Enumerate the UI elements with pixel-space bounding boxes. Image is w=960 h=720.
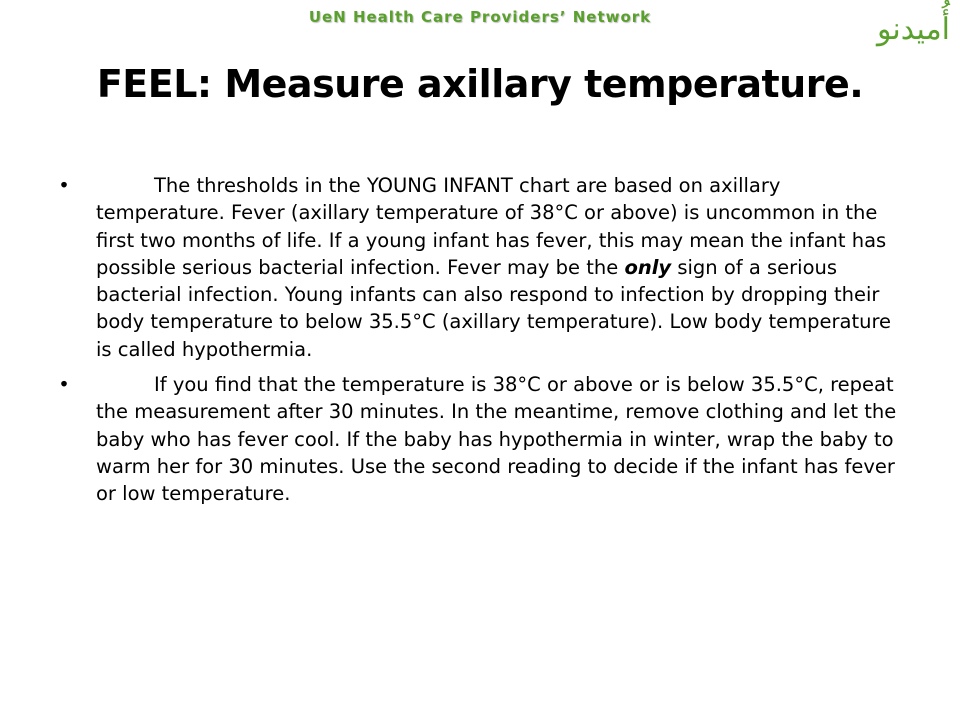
bullet-text-part-2: sign of a serious bacterial infection. Y… (96, 255, 892, 361)
bullet-dot-icon: • (58, 373, 70, 397)
logo: أُمیدنو (876, 12, 950, 47)
bullet-item-thresholds: • The thresholds in the YOUNG INFANT cha… (56, 172, 904, 363)
bullet-text: If you find that the temperature is 38°C… (96, 373, 897, 506)
slide-title: FEEL: Measure axillary temperature. (96, 62, 864, 106)
bullet-item-repeat-measurement: • If you find that the temperature is 38… (56, 371, 904, 507)
bullet-list: • The thresholds in the YOUNG INFANT cha… (56, 172, 904, 516)
emphasized-word: only (624, 255, 672, 279)
network-name-banner: UeN Health Care Providers’ Network (308, 8, 652, 26)
bullet-dot-icon: • (58, 174, 70, 197)
bullet-text-part-1: The thresholds in the YOUNG INFANT chart… (96, 174, 887, 279)
